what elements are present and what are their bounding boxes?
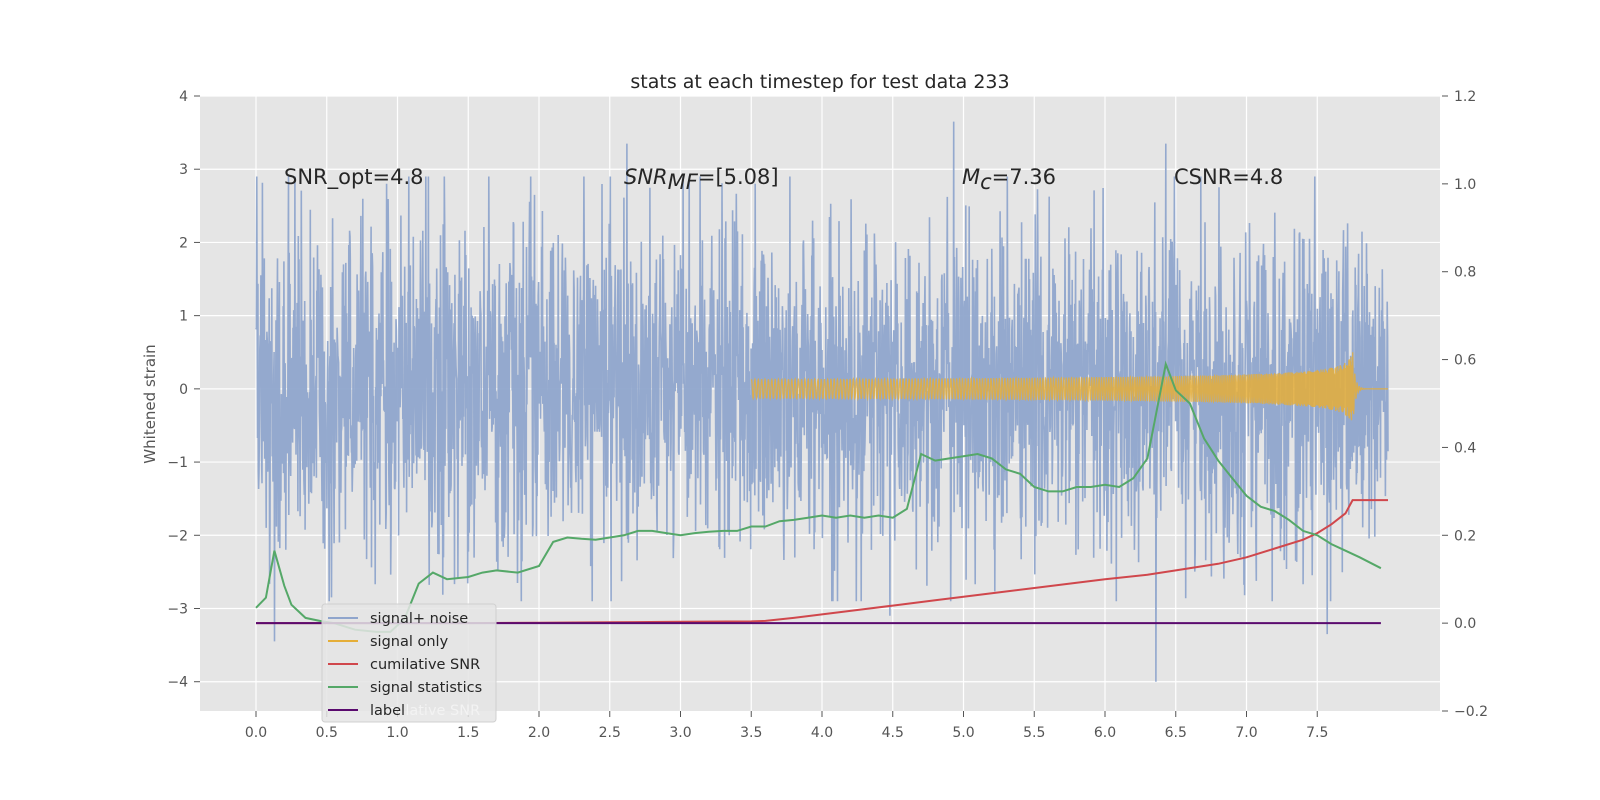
x-tick-label: 1.5 [457,725,479,741]
annotation-snr-opt: SNR_opt=4.8 [284,165,424,190]
x-tick-label: 7.0 [1235,725,1257,741]
y-axis-right: −0.2 0.0 0.2 0.4 0.6 0.8 1.0 1.2 [1442,89,1488,720]
x-tick-label: 3.0 [669,725,691,741]
y-right-tick-label: 0.6 [1454,353,1476,369]
x-tick-label: 4.5 [882,725,904,741]
y-left-tick-label: 3 [179,162,188,178]
series-signal-only [750,352,1388,421]
signal-only-trace [750,352,1388,421]
y-left-tick-label: −2 [167,528,188,544]
x-tick-label: 1.0 [386,725,408,741]
y-left-tick-label: 2 [179,235,188,251]
annotation-snr-mf-sub: MF [668,170,699,194]
y-left-tick-label: −1 [167,455,188,471]
x-tick-label: 0.0 [245,725,267,741]
annotation-mc: Mc=7.36 [962,165,1056,194]
y-left-tick-label: 4 [179,89,188,105]
legend-label: cumilative SNR [370,657,480,673]
legend: cumilative SNR signal+ noise signal only cu… [321,603,497,723]
y-left-tick-label: 0 [179,382,188,398]
y-right-tick-label: 0.2 [1454,528,1476,544]
annotation-snr-mf-main: SNR [624,165,668,189]
x-tick-label: 6.0 [1094,725,1116,741]
x-tick-label: 7.5 [1306,725,1328,741]
legend-box [321,603,497,723]
series-signal-statistics [255,360,1382,633]
y-right-tick-label: 1.0 [1454,177,1476,193]
y-left-tick-label: 1 [179,309,188,325]
chart-title: stats at each timestep for test data 233 [630,71,1009,93]
annotation-csnr: CSNR=4.8 [1174,165,1283,189]
x-tick-label: 2.5 [599,725,621,741]
legend-label: label [370,703,405,719]
y-right-tick-label: 0.8 [1454,265,1476,281]
y-right-tick-label: −0.2 [1454,704,1488,720]
line-signal-statistics [255,360,1382,633]
annotation-mc-sub: c [980,170,992,194]
legend-ghost-text: cumilative SNR [370,703,480,719]
x-tick-label: 5.0 [952,725,974,741]
x-tick-label: 4.0 [811,725,833,741]
y-right-tick-label: 1.2 [1454,89,1476,105]
legend-label: signal+ noise [370,611,468,627]
annotation-snr-mf: SNRMF=[5.08] [624,165,779,194]
y-axis-left: −4 −3 −2 −1 0 1 2 3 4 [167,89,200,691]
y-left-tick-label: −4 [167,675,188,691]
annotation-mc-value: =7.36 [992,165,1056,189]
legend-label: signal statistics [370,680,482,696]
x-tick-label: 0.5 [316,725,338,741]
y-axis-label: Whitened strain [141,344,159,463]
x-axis: 0.0 0.5 1.0 1.5 2.0 2.5 3.0 3.5 4.0 4.5 5.0 5.5 6.0 6… [245,711,1328,741]
y-left-tick-label: −3 [167,602,188,618]
y-right-tick-label: 0.4 [1454,440,1476,456]
x-tick-label: 2.0 [528,725,550,741]
y-right-tick-label: 0.0 [1454,616,1476,632]
annotation-snr-mf-value: =[5.08] [698,165,779,189]
x-tick-label: 3.5 [740,725,762,741]
x-tick-label: 5.5 [1023,725,1045,741]
x-tick-label: 6.5 [1165,725,1187,741]
annotation-mc-main: M [962,165,980,189]
legend-label: signal only [370,634,449,650]
